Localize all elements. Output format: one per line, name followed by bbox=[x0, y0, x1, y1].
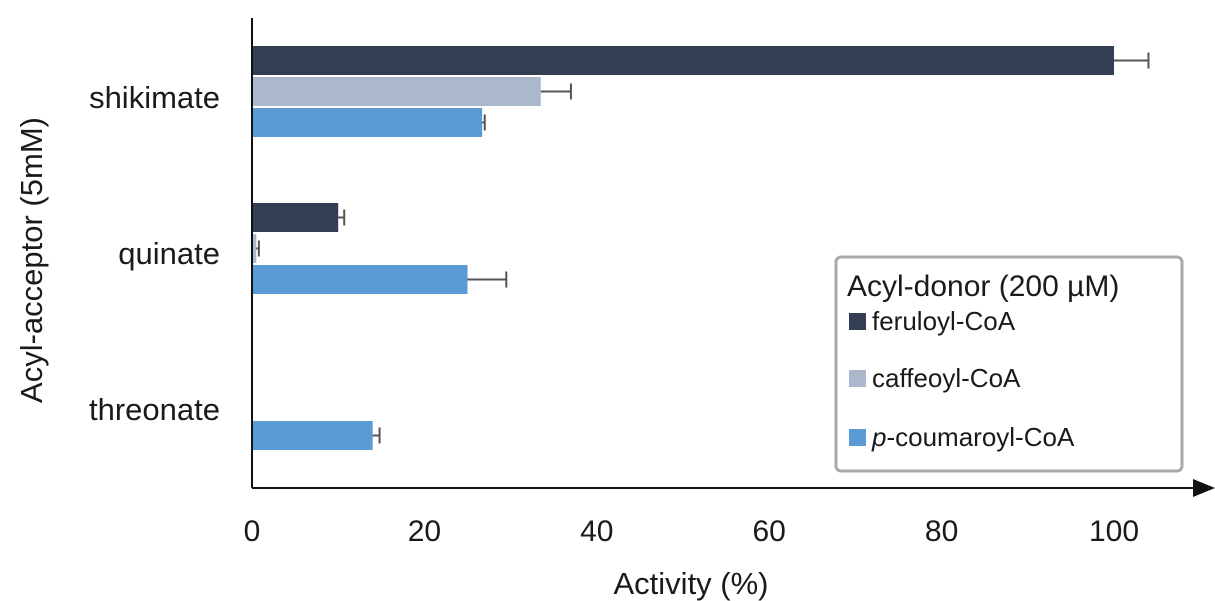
x-tick-labels: 0 20 40 60 80 100 bbox=[244, 515, 1139, 548]
legend-label-prefix: p bbox=[871, 422, 886, 452]
x-tick-label: 80 bbox=[925, 515, 958, 548]
error-bar-quinate-p-coumaroyl-coa bbox=[467, 271, 508, 288]
x-tick-label: 60 bbox=[753, 515, 786, 548]
legend-swatch bbox=[849, 429, 866, 446]
bar-quinate-p-coumaroyl-coa bbox=[252, 265, 468, 294]
bar-quinate-caffeoyl-coa bbox=[252, 234, 257, 263]
legend-entry-caffeoyl-coa: caffeoyl-CoA bbox=[849, 363, 1021, 393]
error-bar-shikimate-feruloyl-coa bbox=[1114, 52, 1150, 69]
category-label-shikimate: shikimate bbox=[89, 80, 220, 115]
x-axis-arrow-icon bbox=[1193, 479, 1215, 497]
x-axis-title: Activity (%) bbox=[614, 566, 769, 601]
category-label-threonate: threonate bbox=[89, 392, 220, 427]
legend-entries: feruloyl-CoA caffeoyl-CoA p-coumaroyl-CoA bbox=[849, 306, 1075, 452]
error-bar-threonate-p-coumaroyl-coa bbox=[372, 427, 381, 444]
bar-threonate-p-coumaroyl-coa bbox=[252, 421, 373, 450]
bar-shikimate-feruloyl-coa bbox=[252, 46, 1114, 75]
x-tick-label: 40 bbox=[580, 515, 613, 548]
y-axis-title: Acyl-acceptor (5mM) bbox=[14, 117, 49, 403]
x-tick-label: 20 bbox=[408, 515, 441, 548]
category-label-quinate: quinate bbox=[118, 236, 220, 271]
legend-label-text: -coumaroyl-CoA bbox=[886, 422, 1074, 452]
error-bar-quinate-caffeoyl-coa bbox=[256, 240, 260, 257]
legend-entry-p-coumaroyl-coa: p-coumaroyl-CoA bbox=[849, 422, 1075, 452]
legend: Acyl-donor (200 µM) feruloyl-CoA caffeoyl… bbox=[834, 255, 1184, 473]
legend-label: feruloyl-CoA bbox=[872, 306, 1016, 336]
bar-shikimate-p-coumaroyl-coa bbox=[252, 108, 483, 137]
x-tick-label: 100 bbox=[1089, 515, 1139, 548]
error-bar-shikimate-caffeoyl-coa bbox=[540, 83, 572, 100]
legend-label-text: feruloyl-CoA bbox=[872, 306, 1016, 336]
error-bar-shikimate-p-coumaroyl-coa bbox=[482, 114, 486, 131]
bar-shikimate-caffeoyl-coa bbox=[252, 77, 541, 106]
error-bar-quinate-feruloyl-coa bbox=[338, 209, 346, 226]
bars-group bbox=[252, 46, 1114, 450]
legend-box bbox=[834, 255, 1184, 473]
category-labels: shikimate quinate threonate bbox=[89, 80, 220, 427]
legend-label-text: caffeoyl-CoA bbox=[872, 363, 1021, 393]
x-tick-label: 0 bbox=[244, 515, 261, 548]
bar-quinate-feruloyl-coa bbox=[252, 203, 339, 232]
legend-label: caffeoyl-CoA bbox=[872, 363, 1021, 393]
error-bars-group bbox=[256, 52, 1150, 444]
legend-swatch bbox=[849, 313, 866, 330]
legend-swatch bbox=[849, 370, 866, 387]
legend-entry-feruloyl-coa: feruloyl-CoA bbox=[849, 306, 1016, 336]
legend-title: Acyl-donor (200 µM) bbox=[847, 270, 1119, 303]
legend-label: p-coumaroyl-CoA bbox=[871, 422, 1075, 452]
